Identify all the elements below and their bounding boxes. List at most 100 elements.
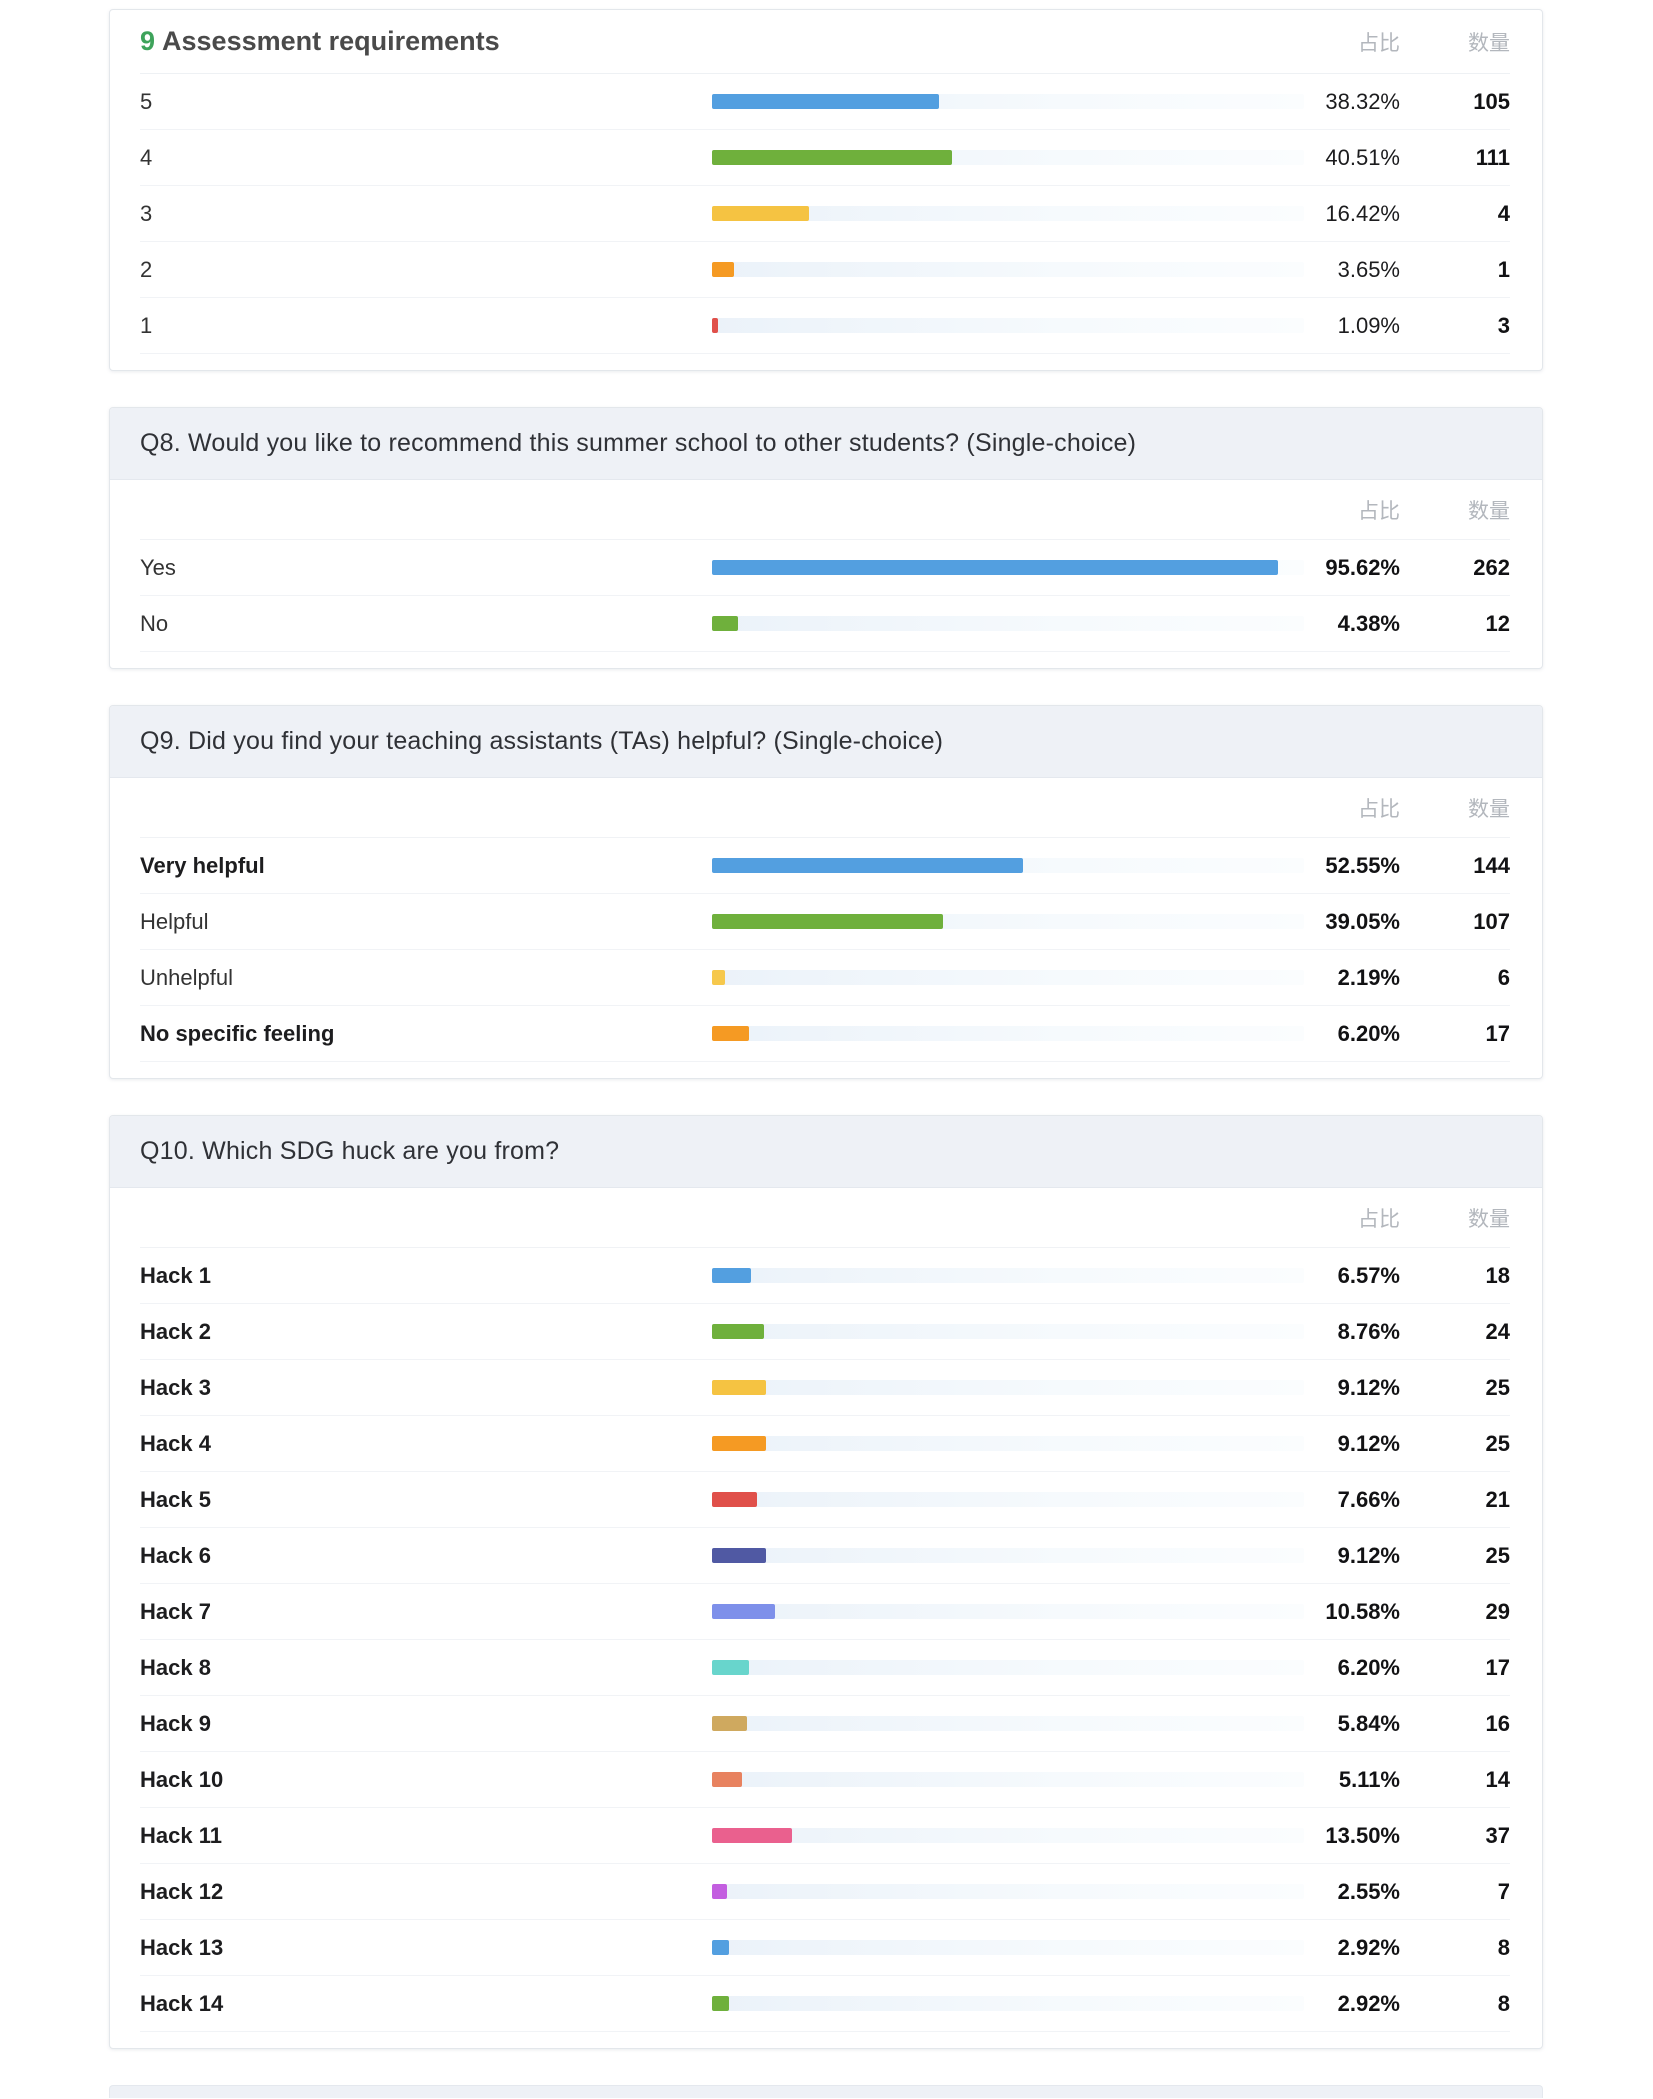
answer-count-value: 29 — [1485, 1598, 1510, 1624]
answer-row: Hack 14 2.92% 8 — [140, 1976, 1510, 2032]
answer-label: Hack 8 — [140, 1654, 211, 1680]
columns-header-row: 占比 数量 — [140, 480, 1510, 540]
answer-label: Hack 2 — [140, 1318, 211, 1344]
answer-bar — [712, 1660, 749, 1675]
answer-bar-track — [712, 1026, 1304, 1041]
answer-ratio-value: 9.12% — [1337, 1542, 1400, 1568]
answer-bar — [712, 1772, 743, 1787]
answer-ratio-value: 6.20% — [1337, 1654, 1400, 1680]
answer-ratio-value: 13.50% — [1325, 1822, 1400, 1848]
answer-bar — [712, 858, 1024, 873]
answer-row: Very helpful 52.55% 144 — [140, 838, 1510, 894]
answer-bar — [712, 1996, 730, 2011]
answer-bar — [712, 262, 734, 277]
answer-row: 1 1.09% 3 — [140, 298, 1510, 354]
answer-count-value: 111 — [1475, 144, 1510, 170]
question-card-q9: Q9. Did you find your teaching assistant… — [109, 705, 1543, 1079]
answer-ratio-value: 2.92% — [1337, 1990, 1400, 2016]
answer-ratio-value: 39.05% — [1325, 908, 1400, 934]
column-header-count: 数量 — [1468, 1207, 1510, 1231]
answer-count-value: 17 — [1485, 1654, 1510, 1680]
answer-bar-track — [712, 1380, 1304, 1395]
answer-bar — [712, 1940, 730, 1955]
answer-bar-track — [712, 1492, 1304, 1507]
next-card-top-edge — [109, 2085, 1543, 2098]
answer-count-value: 24 — [1485, 1318, 1510, 1344]
answer-count-value: 18 — [1485, 1262, 1510, 1288]
answer-bar-track — [712, 318, 1304, 333]
question-title: Q10. Which SDG huck are you from? — [140, 1137, 560, 1165]
column-header-count: 数量 — [1468, 31, 1510, 55]
answer-row: No 4.38% 12 — [140, 596, 1510, 652]
columns-header-row: 占比 数量 — [140, 1188, 1510, 1248]
answer-label: Hack 5 — [140, 1486, 211, 1512]
answer-ratio-value: 52.55% — [1325, 852, 1400, 878]
answer-bar-track — [712, 1436, 1304, 1451]
answer-bar — [712, 1380, 766, 1395]
answer-label: 1 — [140, 312, 153, 338]
answer-row: 3 16.42% 4 — [140, 186, 1510, 242]
question-body: 占比 数量 Very helpful 52.55% 144 Helpful 39… — [110, 778, 1542, 1078]
answer-label: Yes — [140, 554, 176, 580]
answer-bar-track — [712, 1940, 1304, 1955]
answer-ratio-value: 2.55% — [1337, 1878, 1400, 1904]
answer-label: Helpful — [140, 908, 209, 934]
answer-count-value: 144 — [1473, 852, 1510, 878]
answer-row: 4 40.51% 111 — [140, 130, 1510, 186]
answer-row: Hack 12 2.55% 7 — [140, 1864, 1510, 1920]
answer-row: Hack 13 2.92% 8 — [140, 1920, 1510, 1976]
question-title: Q9. Did you find your teaching assistant… — [140, 727, 944, 755]
answer-label: 4 — [140, 144, 153, 170]
answer-row: Hack 3 9.12% 25 — [140, 1360, 1510, 1416]
question-body: 9 Assessment requirements 占比 数量 5 38.32% … — [110, 10, 1542, 370]
column-header-ratio: 占比 — [1358, 1207, 1400, 1231]
answer-count-value: 25 — [1485, 1374, 1510, 1400]
answer-count-value: 14 — [1485, 1766, 1510, 1792]
answer-label: 3 — [140, 200, 153, 226]
answer-bar-track — [712, 150, 1304, 165]
answer-bar-track — [712, 1604, 1304, 1619]
answer-count-value: 37 — [1485, 1822, 1510, 1848]
question-body: 占比 数量 Yes 95.62% 262 No 4.38% 12 — [110, 480, 1542, 668]
answer-ratio-value: 8.76% — [1337, 1318, 1400, 1344]
survey-results-page: 9 Assessment requirements 占比 数量 5 38.32% … — [109, 9, 1543, 2098]
answer-bar-track — [712, 1660, 1304, 1675]
answer-label: No specific feeling — [140, 1020, 335, 1046]
section-title-text: Assessment requirements — [162, 26, 500, 56]
question-header: Q9. Did you find your teaching assistant… — [110, 706, 1542, 778]
answer-row: Hack 5 7.66% 21 — [140, 1472, 1510, 1528]
columns-header-row: 占比 数量 — [140, 778, 1510, 838]
answer-label: Hack 13 — [140, 1934, 224, 1960]
answer-row: Hack 10 5.11% 14 — [140, 1752, 1510, 1808]
answer-rows: Hack 1 6.57% 18 Hack 2 8.76% 24 Hack 3 9… — [140, 1248, 1510, 2032]
answer-bar-track — [712, 262, 1304, 277]
answer-ratio-value: 9.12% — [1337, 1430, 1400, 1456]
column-header-ratio: 占比 — [1358, 499, 1400, 523]
answer-row: Yes 95.62% 262 — [140, 540, 1510, 596]
section-title: 9 Assessment requirements — [140, 26, 1304, 57]
answer-row: 5 38.32% 105 — [140, 74, 1510, 130]
answer-ratio-value: 6.20% — [1337, 1020, 1400, 1046]
answer-bar-track — [712, 616, 1304, 631]
answer-bar-track — [712, 1828, 1304, 1843]
answer-label: Hack 7 — [140, 1598, 211, 1624]
answer-bar — [712, 318, 719, 333]
answer-row: 2 3.65% 1 — [140, 242, 1510, 298]
answer-count-value: 4 — [1497, 200, 1510, 226]
answer-bar — [712, 1324, 764, 1339]
answer-label: Hack 9 — [140, 1710, 211, 1736]
answer-bar-track — [712, 1548, 1304, 1563]
answer-bar-track — [712, 1324, 1304, 1339]
answer-ratio-value: 5.11% — [1338, 1766, 1400, 1792]
answer-row: Hack 8 6.20% 17 — [140, 1640, 1510, 1696]
answer-count-value: 1 — [1497, 256, 1510, 282]
answer-rows: Very helpful 52.55% 144 Helpful 39.05% 1… — [140, 838, 1510, 1062]
answer-bar — [712, 1604, 775, 1619]
answer-label: Hack 14 — [140, 1990, 224, 2016]
answer-ratio-value: 5.84% — [1337, 1710, 1400, 1736]
column-header-ratio: 占比 — [1358, 797, 1400, 821]
answer-bar-track — [712, 94, 1304, 109]
answer-row: Hack 9 5.84% 16 — [140, 1696, 1510, 1752]
column-header-count: 数量 — [1468, 797, 1510, 821]
answer-count-value: 8 — [1497, 1990, 1510, 2016]
